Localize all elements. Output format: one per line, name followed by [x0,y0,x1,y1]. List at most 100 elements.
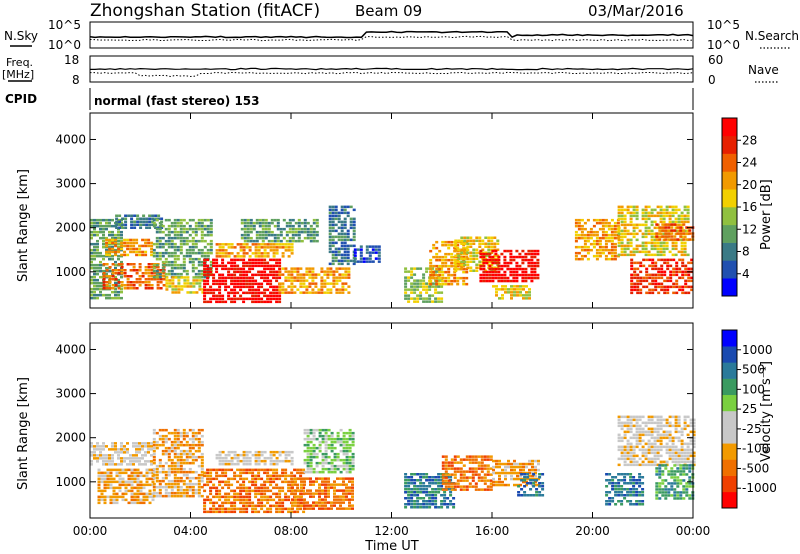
heatmap-cell-0-2 [123,272,127,275]
heatmap-cell-0-10 [328,250,332,254]
heatmap-cell-0-7 [242,252,246,255]
heatmap-cell-0-18 [644,205,648,209]
heatmap-cell-1-9 [525,462,528,466]
heatmap-cell-1-12 [617,463,621,467]
heatmap-cell-1-10 [517,491,521,494]
heatmap-cell-0-18 [662,238,666,242]
heatmap-cell-0-19 [639,276,643,280]
heatmap-cell-1-0 [141,463,144,466]
heatmap-cell-0-12 [434,291,438,294]
heatmap-cell-1-6 [312,449,316,453]
heatmap-cell-1-4 [266,456,270,460]
heatmap-cell-0-4 [197,218,201,222]
heatmap-cell-0-18 [632,250,636,254]
heatmap-cell-0-18 [668,217,672,221]
heatmap-cell-0-18 [635,238,639,242]
heatmap-cell-0-4 [164,227,168,231]
heatmap-cell-1-7 [428,476,432,479]
heatmap-cell-0-13 [444,264,448,268]
heatmap-cell-0-3 [115,217,119,220]
heatmap-cell-0-18 [671,220,675,224]
heatmap-cell-0-6 [233,279,237,283]
heatmap-cell-1-2 [170,443,174,447]
heatmap-cell-0-9 [344,282,348,285]
heatmap-cell-0-0 [99,263,102,267]
heatmap-cell-0-6 [203,285,207,289]
heatmap-cell-1-7 [419,479,423,482]
heatmap-cell-0-17 [613,224,617,228]
heatmap-cell-0-4 [164,239,168,243]
heatmap-cell-1-9 [501,483,504,487]
heatmap-cell-1-3 [275,474,279,478]
heatmap-cell-0-2 [105,284,109,287]
heatmap-cell-0-5 [165,282,169,285]
heatmap-cell-1-5 [324,486,327,489]
heatmap-cell-0-2 [117,287,121,290]
heatmap-cell-1-3 [299,507,303,511]
heatmap-cell-0-14 [496,266,500,269]
heatmap-cell-1-2 [188,479,192,483]
heatmap-cell-1-4 [248,456,252,460]
heatmap-cell-0-1 [150,241,154,245]
heatmap-cell-0-15 [500,252,504,256]
heatmap-cell-0-18 [650,238,654,242]
heatmap-cell-0-4 [209,239,213,243]
heatmap-cell-0-4 [152,263,156,267]
heatmap-cell-0-11 [353,257,357,260]
heatmap-cell-0-6 [251,258,255,262]
heatmap-cell-0-18 [659,220,663,224]
heatmap-cell-1-4 [236,459,240,463]
heatmap-cell-1-3 [254,507,258,511]
heatmap-cell-1-2 [173,467,177,471]
heatmap-cell-1-1 [136,483,140,487]
heatmap-cell-0-0 [114,224,117,228]
heatmap-cell-1-8 [477,473,481,476]
heatmap-cell-1-1 [121,483,125,487]
heatmap-cell-0-4 [164,233,168,237]
heatmap-cell-1-11 [641,491,645,494]
heatmap-cell-0-17 [613,248,617,252]
heatmap-cell-0-19 [645,285,649,289]
heatmap-cell-0-1 [147,238,151,242]
heatmap-cell-0-6 [218,294,222,298]
heatmap-cell-0-18 [686,205,690,209]
heatmap-cell-0-7 [227,252,231,255]
heatmap-cell-1-1 [112,486,116,490]
heatmap-cell-0-18 [647,229,651,233]
heatmap-cell-1-6 [339,440,343,444]
heatmap-cell-0-13 [450,273,454,277]
heatmap-cell-1-3 [248,495,252,499]
heatmap-cell-0-6 [221,279,225,283]
heatmap-cell-1-0 [102,460,105,463]
heatmap-cell-1-11 [623,497,627,500]
heatmap-cell-1-3 [227,501,231,505]
heatmap-cell-0-4 [188,257,192,261]
heatmap-cell-1-5 [318,495,321,498]
heatmap-cell-1-5 [336,483,339,486]
heatmap-cell-0-19 [666,291,670,295]
heatmap-cell-0-9 [287,285,291,288]
heatmap-cell-0-8 [276,218,280,222]
heatmap-cell-0-0 [117,284,120,288]
heatmap-cell-1-7 [428,500,432,503]
heatmap-cell-0-18 [617,244,621,248]
heatmap-cell-1-2 [161,476,165,480]
heatmap-cell-0-18 [620,247,624,251]
heatmap-cell-0-6 [260,282,264,286]
heatmap-cell-0-0 [90,224,93,228]
heatmap-cell-0-18 [626,229,630,233]
heatmap-cell-1-9 [495,483,498,487]
heatmap-cell-1-2 [197,443,201,447]
heatmap-cell-0-19 [672,291,676,295]
heatmap-cell-0-2 [102,275,106,278]
heatmap-cell-0-18 [617,229,621,233]
heatmap-cell-0-4 [167,251,171,255]
heatmap-cell-0-3 [157,217,161,220]
heatmap-cell-0-17 [613,221,617,225]
heatmap-cell-0-7 [224,243,228,246]
heatmap-cell-0-6 [257,285,261,289]
heatmap-cell-0-4 [188,239,192,243]
heatmap-cell-1-8 [477,467,481,470]
heatmap-cell-0-1 [138,250,142,254]
heatmap-cell-0-6 [272,270,276,274]
